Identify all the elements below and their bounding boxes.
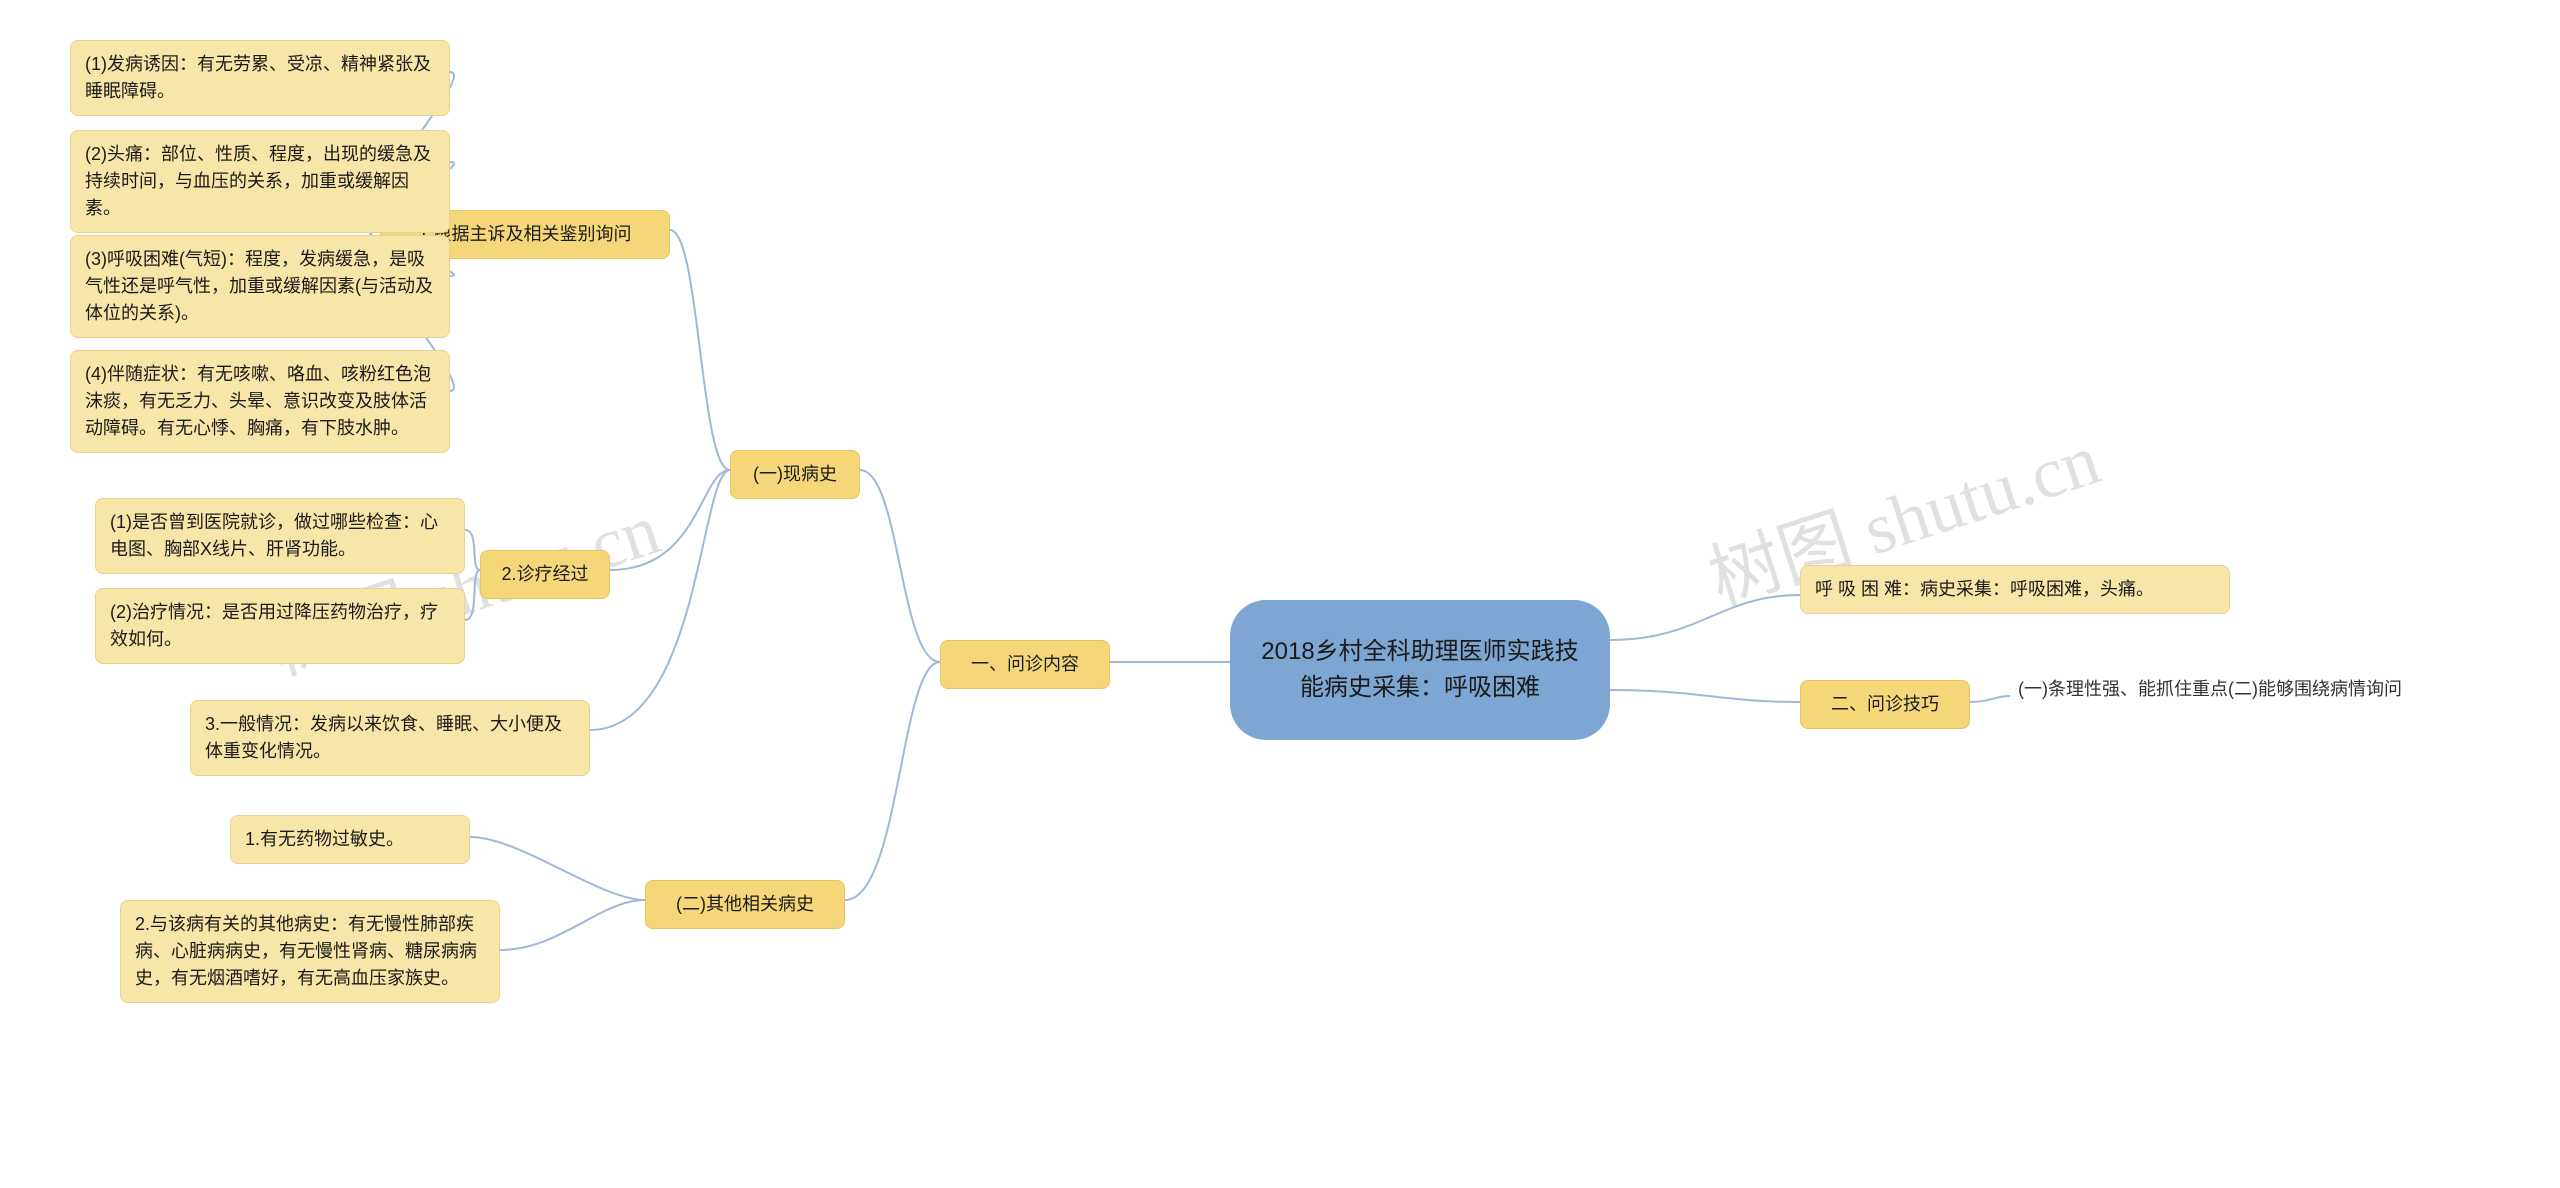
node-r1: 呼 吸 困 难：病史采集：呼吸困难，头痛。 xyxy=(1800,565,2230,614)
node-r2: 二、问诊技巧 xyxy=(1800,680,1970,729)
mindmap-center: 2018乡村全科助理医师实践技能病史采集：呼吸困难 xyxy=(1230,600,1610,740)
node-L1b2: 2.与该病有关的其他病史：有无慢性肺部疾病、心脏病病史，有无慢性肾病、糖尿病病史… xyxy=(120,900,500,1003)
node-L1a: (一)现病史 xyxy=(730,450,860,499)
node-L1a1d: (4)伴随症状：有无咳嗽、咯血、咳粉红色泡沫痰，有无乏力、头晕、意识改变及肢体活… xyxy=(70,350,450,453)
node-L1: 一、问诊内容 xyxy=(940,640,1110,689)
node-r2a: (一)条理性强、能抓住重点(二)能够围绕病情询问 xyxy=(2010,670,2440,709)
node-L1a1a: (1)发病诱因：有无劳累、受凉、精神紧张及睡眠障碍。 xyxy=(70,40,450,116)
node-L1a1c: (3)呼吸困难(气短)：程度，发病缓急，是吸气性还是呼气性，加重或缓解因素(与活… xyxy=(70,235,450,338)
node-L1a2b: (2)治疗情况：是否用过降压药物治疗，疗效如何。 xyxy=(95,588,465,664)
node-L1b1: 1.有无药物过敏史。 xyxy=(230,815,470,864)
node-L1b: (二)其他相关病史 xyxy=(645,880,845,929)
node-L1a3: 3.一般情况：发病以来饮食、睡眠、大小便及体重变化情况。 xyxy=(190,700,590,776)
node-L1a2: 2.诊疗经过 xyxy=(480,550,610,599)
node-L1a1b: (2)头痛：部位、性质、程度，出现的缓急及持续时间，与血压的关系，加重或缓解因素… xyxy=(70,130,450,233)
node-L1a2a: (1)是否曾到医院就诊，做过哪些检查：心电图、胸部X线片、肝肾功能。 xyxy=(95,498,465,574)
